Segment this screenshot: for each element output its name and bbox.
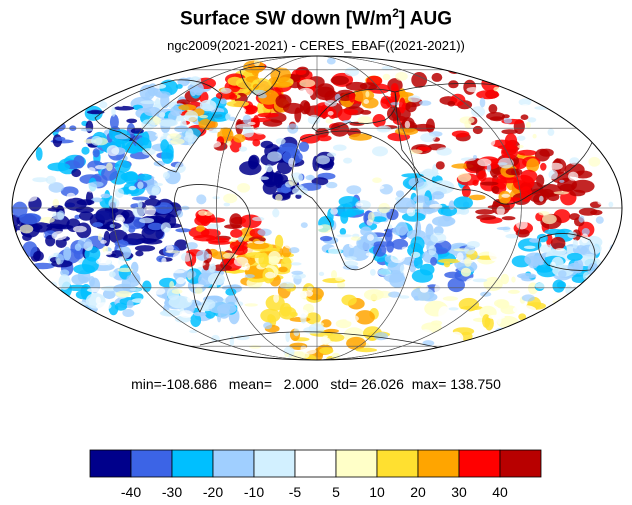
colorbar-swatch (335, 449, 378, 478)
colorbar-tick-label: 30 (451, 484, 467, 500)
colorbar-tick-label: -5 (289, 484, 302, 500)
colorbar-tick-label: -20 (203, 484, 223, 500)
colorbar-swatch (376, 449, 419, 478)
colorbar-swatch (294, 449, 337, 478)
plot-subtitle: ngc2009(2021-2021) - CERES_EBAF((2021-20… (167, 38, 465, 53)
colorbar-tick-label: -10 (244, 484, 264, 500)
colorbar-tick-label: -30 (162, 484, 182, 500)
title-text: Surface SW down [W/m (180, 8, 393, 30)
title-suffix: ] AUG (398, 8, 452, 30)
colorbar-swatch (212, 449, 255, 478)
graticule (12, 56, 622, 360)
min-label: min= (131, 376, 162, 392)
colorbar-swatch (253, 449, 296, 478)
colorbar-swatch (458, 449, 501, 478)
colorbar-swatch (417, 449, 460, 478)
colorbar-tick-label: 20 (410, 484, 426, 500)
colorbar-swatch (130, 449, 173, 478)
std-label: std= (330, 376, 358, 392)
mean-value: 2.000 (283, 376, 319, 392)
mean-label: mean= (228, 376, 272, 392)
max-value: 138.750 (450, 376, 501, 392)
colorbar-swatch (499, 449, 542, 478)
colorbar-tick-label: 40 (492, 484, 508, 500)
plot-title: Surface SW down [W/m2] AUG (0, 6, 632, 30)
anomaly-field (12, 56, 622, 360)
colorbar-tick-label: -40 (121, 484, 141, 500)
globe-outline (11, 55, 623, 361)
min-value: -108.686 (161, 376, 218, 392)
colorbar-swatch (89, 449, 132, 478)
coastlines (94, 66, 599, 349)
colorbar-tick-label: 5 (332, 484, 340, 500)
std-value: 26.026 (361, 376, 404, 392)
max-label: max= (411, 376, 447, 392)
title-superscript: 2 (392, 6, 399, 20)
colorbar-swatch (171, 449, 214, 478)
colorbar-tick-label: 10 (369, 484, 385, 500)
statistics-line: min=-108.686 mean= 2.000 std= 26.026 max… (0, 376, 632, 392)
